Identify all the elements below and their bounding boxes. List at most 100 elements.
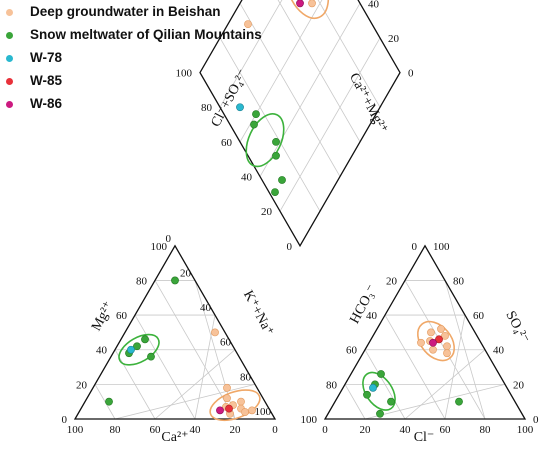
tick-label: 80: [480, 424, 492, 436]
deep-point: [443, 342, 451, 351]
diamond-deep-ellipse: [284, 0, 330, 20]
tick-label: 60: [440, 424, 452, 436]
snow-point: [250, 120, 258, 129]
anion-side-axis-label: SO₄²⁻: [502, 309, 531, 346]
tick-label: 0: [408, 68, 414, 80]
cation-snow-ellipse: [118, 333, 160, 366]
snow-point: [252, 110, 260, 119]
snow-point: [278, 176, 286, 184]
cation-side-axis-label: K⁺+Na⁺: [240, 288, 276, 338]
snow-point: [455, 397, 463, 406]
tick-label: 40: [200, 302, 212, 314]
deep-point: [443, 349, 451, 358]
tick-label: 100: [433, 241, 450, 253]
grid-line: [114, 349, 156, 420]
deep-point: [441, 331, 449, 340]
tick-label: 0: [272, 424, 278, 436]
tick-label: 20: [360, 424, 372, 436]
tick-label: 80: [201, 102, 213, 114]
tick-label: 0: [322, 424, 328, 436]
deep-point: [241, 408, 249, 416]
w78-point: [369, 383, 377, 392]
tick-label: 0: [62, 414, 68, 426]
legend-label: W-86: [30, 96, 62, 111]
tick-label: 60: [346, 345, 358, 357]
tick-label: 60: [150, 424, 162, 436]
deep-point: [223, 394, 231, 403]
legend-marker: [6, 55, 13, 62]
grid-lines: [94, 0, 506, 420]
tick-label: 80: [110, 424, 122, 436]
snow-point: [271, 188, 279, 197]
grid-line: [364, 349, 406, 420]
anion-x-axis-label: Cl⁻: [414, 430, 435, 445]
deep-point: [244, 20, 252, 28]
snow-point: [105, 397, 113, 406]
tick-label: 60: [220, 337, 232, 349]
tick-label: 40: [400, 424, 412, 436]
tick-label: 0: [533, 414, 539, 426]
legend-marker: [6, 78, 13, 85]
tick-label: 60: [116, 310, 128, 322]
diamond-right-axis-label: Ca²⁺+Mg²⁺: [346, 71, 390, 136]
deep-point: [308, 0, 316, 8]
w78-point: [236, 103, 244, 112]
snow-point: [141, 335, 149, 344]
tick-label: 20: [386, 275, 398, 287]
legend-label: W-85: [30, 73, 62, 88]
grid-line: [404, 280, 486, 420]
tick-label: 40: [366, 310, 378, 322]
tick-label: 40: [493, 345, 505, 357]
deep-point: [417, 338, 425, 347]
tick-label: 20: [513, 379, 525, 391]
grid-line: [94, 384, 116, 420]
tick-label: 100: [151, 241, 168, 253]
deep-point: [427, 328, 435, 337]
grid-line: [219, 0, 283, 108]
grid-line: [239, 3, 341, 177]
tick-label: 40: [241, 172, 253, 184]
deep-point: [429, 345, 437, 354]
snow-point: [147, 352, 155, 361]
legend-label: Snow meltwater of Qilian Mountains: [30, 27, 262, 42]
snow-point: [133, 342, 141, 351]
tick-label: 100: [176, 68, 193, 80]
tick-label: 80: [240, 371, 252, 383]
grid-line: [404, 349, 486, 420]
cation-y-axis-label: Mg²⁺: [89, 299, 117, 333]
tick-label: 60: [221, 137, 233, 149]
legend-label: W-78: [30, 50, 62, 65]
grid-line: [279, 37, 381, 212]
cation-x-axis-label: Ca²⁺: [161, 430, 188, 445]
w78-point: [127, 345, 135, 354]
grid-line: [277, 0, 361, 143]
grid-line: [344, 384, 366, 420]
w85-point: [225, 404, 233, 413]
w86-point: [429, 338, 437, 347]
tick-label: 40: [368, 0, 380, 10]
grid-line: [134, 314, 196, 420]
grid-line: [219, 37, 321, 212]
tick-label: 0: [166, 233, 172, 245]
grid-line: [154, 349, 236, 420]
tick-label: 20: [76, 379, 88, 391]
deep-point: [211, 328, 219, 337]
tick-label: 80: [453, 275, 465, 287]
w86-point: [296, 0, 304, 8]
tick-label: 40: [190, 424, 202, 436]
legend-label: Deep groundwater in Beishan: [30, 4, 221, 19]
deep-point: [223, 383, 231, 392]
tick-label: 40: [96, 345, 108, 357]
grid-line: [384, 314, 446, 420]
tick-label: 100: [301, 414, 318, 426]
anion-snow-ellipse: [362, 371, 396, 411]
cation-deep-ellipse: [209, 389, 261, 422]
tick-label: 20: [388, 33, 400, 45]
tick-label: 0: [412, 241, 418, 253]
tick-label: 0: [287, 241, 293, 253]
snow-point: [272, 151, 280, 160]
snow-point: [363, 390, 371, 399]
w86-point: [216, 406, 224, 415]
